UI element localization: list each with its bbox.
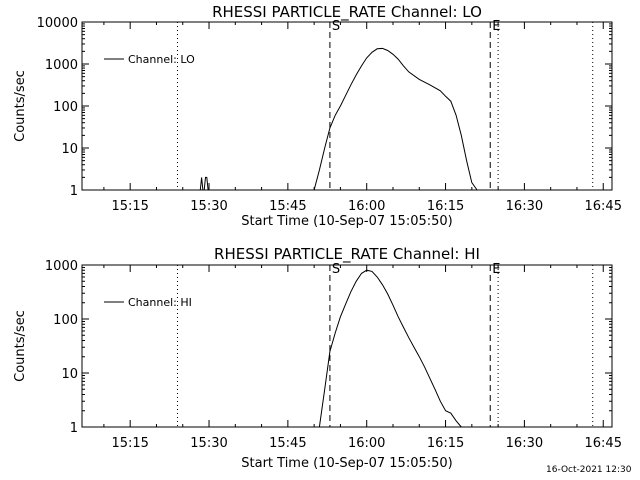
x-axis-label-0: Start Time (10-Sep-07 15:05:50) <box>241 214 452 229</box>
x-tick-label-0-6: 16:45 <box>585 199 622 214</box>
x-axis-label-1: Start Time (10-Sep-07 15:05:50) <box>241 456 452 471</box>
x-tick-label-1-4: 16:15 <box>427 436 464 451</box>
y-tick-label-1-3: 1000 <box>45 259 78 274</box>
x-tick-label-1-3: 16:00 <box>348 436 385 451</box>
series-line-0-0 <box>199 47 478 191</box>
x-tick-label-0-3: 16:00 <box>348 199 385 214</box>
plot-frame-0 <box>81 21 613 191</box>
time-marker-label-1-1: S <box>332 262 340 277</box>
y-tick-label-1-2: 100 <box>53 313 78 328</box>
y-tick-label-0-4: 10000 <box>37 16 78 31</box>
legend-entry-0: Channel: LO <box>128 53 195 66</box>
series-line-1-0 <box>318 269 462 428</box>
y-axis-label-1: Counts/sec <box>13 310 28 382</box>
time-marker-label-1-2: E <box>492 262 500 277</box>
chart-title-1: RHESSI PARTICLE_RATE Channel: HI <box>214 245 480 264</box>
timestamp: 16-Oct-2021 12:30 <box>546 465 632 475</box>
x-tick-label-0-2: 15:45 <box>269 199 306 214</box>
x-tick-label-1-0: 15:15 <box>111 436 148 451</box>
y-tick-label-1-0: 1 <box>70 421 78 436</box>
time-marker-label-0-2: E <box>492 19 500 34</box>
y-tick-label-0-2: 100 <box>53 100 78 115</box>
y-tick-label-1-1: 10 <box>61 367 78 382</box>
x-tick-label-0-1: 15:30 <box>190 199 227 214</box>
chart-title-0: RHESSI PARTICLE_RATE Channel: LO <box>212 3 482 22</box>
x-tick-label-1-1: 15:30 <box>190 436 227 451</box>
y-axis-label-0: Counts/sec <box>13 70 28 142</box>
x-tick-label-1-6: 16:45 <box>585 436 622 451</box>
x-tick-label-1-5: 16:30 <box>506 436 543 451</box>
y-tick-label-0-0: 1 <box>70 184 78 199</box>
x-tick-label-0-5: 16:30 <box>506 199 543 214</box>
plot-frame-1 <box>81 264 613 428</box>
y-tick-label-0-3: 1000 <box>45 58 78 73</box>
y-tick-label-0-1: 10 <box>61 142 78 157</box>
x-tick-label-1-2: 15:45 <box>269 436 306 451</box>
x-tick-label-0-0: 15:15 <box>111 199 148 214</box>
x-tick-label-0-4: 16:15 <box>427 199 464 214</box>
legend-entry-1: Channel: HI <box>128 296 192 309</box>
time-marker-label-0-1: S <box>332 19 340 34</box>
